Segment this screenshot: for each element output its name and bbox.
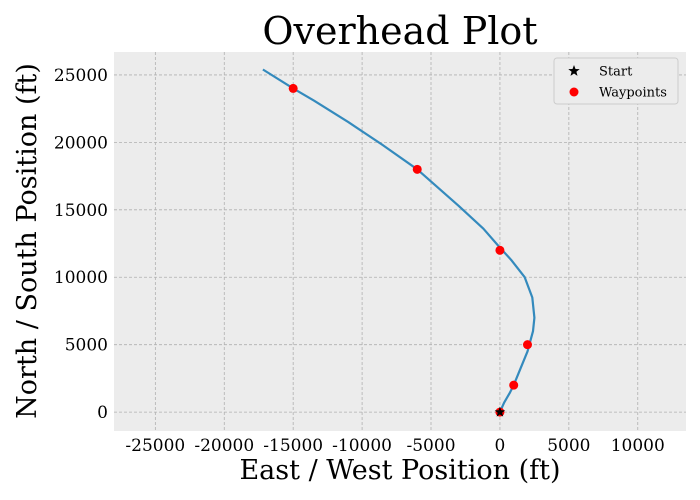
x-tick-label: -20000 bbox=[194, 436, 254, 456]
legend-label: Start bbox=[599, 65, 633, 80]
x-tick-label: -25000 bbox=[125, 436, 185, 456]
y-axis-ticks: 0 5000 10000 15000 20000 25000 bbox=[54, 66, 108, 423]
x-tick-label: -10000 bbox=[332, 436, 392, 456]
legend-star-icon bbox=[568, 65, 580, 76]
x-axis-label: East / West Position (ft) bbox=[239, 455, 560, 486]
y-tick-label: 25000 bbox=[54, 66, 108, 86]
y-tick-label: 15000 bbox=[54, 201, 108, 221]
waypoint-marker bbox=[412, 164, 422, 174]
x-tick-label: 0 bbox=[495, 436, 506, 456]
x-tick-label: 10000 bbox=[611, 436, 665, 456]
y-tick-label: 5000 bbox=[65, 336, 108, 356]
x-tick-label: -15000 bbox=[263, 436, 323, 456]
series-layer bbox=[262, 68, 536, 417]
legend-label: Waypoints bbox=[599, 86, 667, 101]
y-tick-label: 0 bbox=[97, 403, 108, 423]
legend-box bbox=[553, 57, 679, 105]
legend: Start Waypoints bbox=[553, 57, 679, 105]
waypoint-marker bbox=[509, 380, 519, 390]
plot-area bbox=[114, 52, 686, 431]
y-axis-label: North / South Position (ft) bbox=[12, 63, 43, 419]
x-axis-ticks: -25000 -20000 -15000 -10000 -5000 0 5000 10000 bbox=[125, 436, 664, 456]
legend-circle-icon bbox=[569, 87, 579, 97]
chart-title: Overhead Plot bbox=[262, 9, 537, 53]
waypoint-marker bbox=[495, 245, 505, 255]
y-tick-label: 20000 bbox=[54, 133, 108, 153]
waypoint-marker bbox=[288, 83, 298, 93]
x-tick-label: -5000 bbox=[407, 436, 456, 456]
y-tick-label: 10000 bbox=[54, 268, 108, 288]
waypoint-marker bbox=[522, 340, 532, 350]
start-marker bbox=[494, 406, 506, 417]
x-tick-label: 5000 bbox=[547, 436, 590, 456]
